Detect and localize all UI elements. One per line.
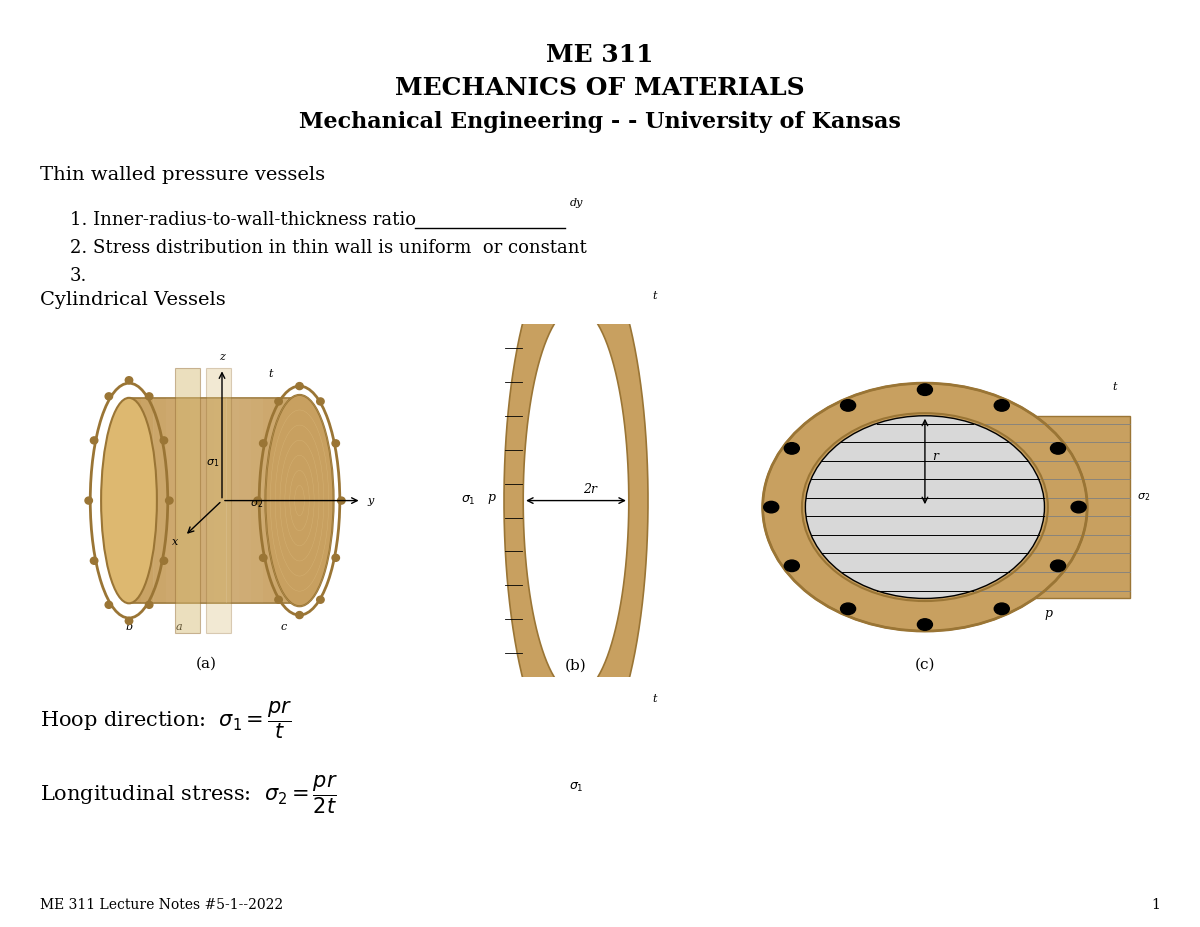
FancyBboxPatch shape — [175, 368, 200, 632]
Circle shape — [259, 439, 266, 447]
Text: ME 311 Lecture Notes #5-1--2022: ME 311 Lecture Notes #5-1--2022 — [40, 898, 283, 912]
Text: x: x — [173, 537, 179, 547]
Text: 2r: 2r — [583, 483, 598, 496]
Circle shape — [295, 383, 304, 389]
Bar — [275, 398, 288, 603]
Text: p: p — [1044, 606, 1052, 619]
Bar — [142, 398, 154, 603]
Text: 1: 1 — [1151, 898, 1160, 912]
Bar — [166, 398, 178, 603]
Bar — [130, 398, 300, 603]
Text: $\sigma_1$: $\sigma_1$ — [461, 494, 475, 507]
Text: b: b — [126, 622, 132, 631]
Polygon shape — [576, 236, 648, 765]
Circle shape — [918, 384, 932, 396]
Circle shape — [1050, 560, 1066, 572]
Polygon shape — [504, 236, 576, 765]
Text: t: t — [1112, 382, 1117, 392]
Circle shape — [275, 398, 282, 405]
Circle shape — [1072, 502, 1086, 513]
Text: p: p — [487, 490, 496, 503]
Circle shape — [332, 439, 340, 447]
Circle shape — [317, 398, 324, 405]
Text: c: c — [281, 622, 287, 631]
Circle shape — [85, 497, 92, 504]
Text: z: z — [220, 351, 224, 362]
Ellipse shape — [101, 398, 157, 603]
Ellipse shape — [763, 383, 1087, 631]
Circle shape — [275, 596, 282, 603]
Text: $\sigma_1$: $\sigma_1$ — [569, 781, 583, 794]
Text: ME 311: ME 311 — [546, 43, 654, 67]
Circle shape — [995, 603, 1009, 615]
Bar — [239, 398, 251, 603]
Circle shape — [995, 400, 1009, 412]
Bar — [215, 398, 227, 603]
Circle shape — [805, 416, 1044, 599]
Circle shape — [254, 497, 262, 504]
Bar — [202, 398, 215, 603]
Text: $\sigma_2$: $\sigma_2$ — [1136, 491, 1150, 503]
Circle shape — [918, 619, 932, 630]
Circle shape — [785, 443, 799, 454]
Bar — [287, 398, 300, 603]
Text: 3.: 3. — [70, 267, 88, 285]
Circle shape — [90, 557, 98, 565]
Text: MECHANICS OF MATERIALS: MECHANICS OF MATERIALS — [395, 76, 805, 100]
Circle shape — [763, 502, 779, 513]
Text: $\sigma_2$: $\sigma_2$ — [250, 499, 263, 510]
Text: a: a — [175, 622, 182, 631]
Bar — [251, 398, 263, 603]
Bar — [130, 398, 142, 603]
Text: (a): (a) — [196, 657, 217, 671]
Text: r: r — [931, 451, 937, 464]
Circle shape — [259, 554, 266, 562]
Circle shape — [90, 437, 98, 444]
Circle shape — [166, 497, 173, 504]
Text: Thin walled pressure vessels: Thin walled pressure vessels — [40, 166, 325, 184]
Bar — [504, 694, 648, 778]
Circle shape — [785, 560, 799, 572]
Bar — [178, 398, 190, 603]
Bar — [227, 398, 239, 603]
Text: t: t — [269, 369, 272, 379]
Circle shape — [1050, 443, 1066, 454]
Circle shape — [160, 557, 168, 565]
Text: Longitudinal stress:  $\sigma_2 = \dfrac{pr}{2t}$: Longitudinal stress: $\sigma_2 = \dfrac{… — [40, 774, 338, 817]
Circle shape — [106, 602, 113, 608]
Text: $\sigma_1$: $\sigma_1$ — [206, 457, 220, 469]
Text: dy: dy — [569, 198, 583, 209]
Text: (b): (b) — [565, 658, 587, 672]
Bar — [190, 398, 203, 603]
Circle shape — [332, 554, 340, 562]
Circle shape — [840, 400, 856, 412]
Text: Cylindrical Vessels: Cylindrical Vessels — [40, 291, 226, 309]
Ellipse shape — [265, 395, 334, 606]
Circle shape — [145, 602, 152, 608]
Bar — [504, 223, 648, 307]
Text: (c): (c) — [914, 658, 935, 672]
Circle shape — [125, 617, 133, 625]
Text: t: t — [653, 694, 658, 704]
Circle shape — [295, 612, 304, 618]
Circle shape — [106, 393, 113, 400]
Bar — [925, 416, 1130, 599]
Text: Hoop direction:  $\sigma_1 = \dfrac{pr}{t}$: Hoop direction: $\sigma_1 = \dfrac{pr}{t… — [40, 699, 293, 741]
Circle shape — [125, 376, 133, 384]
Circle shape — [840, 603, 856, 615]
Bar — [154, 398, 166, 603]
Text: 2. Stress distribution in thin wall is uniform  or constant: 2. Stress distribution in thin wall is u… — [70, 239, 587, 257]
Circle shape — [145, 393, 152, 400]
Circle shape — [317, 596, 324, 603]
Text: y: y — [367, 496, 374, 505]
Circle shape — [337, 497, 346, 504]
Bar — [263, 398, 275, 603]
Circle shape — [160, 437, 168, 444]
Text: 1. Inner-radius-to-wall-thickness ratio: 1. Inner-radius-to-wall-thickness ratio — [70, 211, 416, 229]
Bar — [300, 398, 312, 603]
FancyBboxPatch shape — [206, 368, 232, 632]
Text: Mechanical Engineering - - University of Kansas: Mechanical Engineering - - University of… — [299, 111, 901, 133]
Text: t: t — [653, 291, 658, 301]
